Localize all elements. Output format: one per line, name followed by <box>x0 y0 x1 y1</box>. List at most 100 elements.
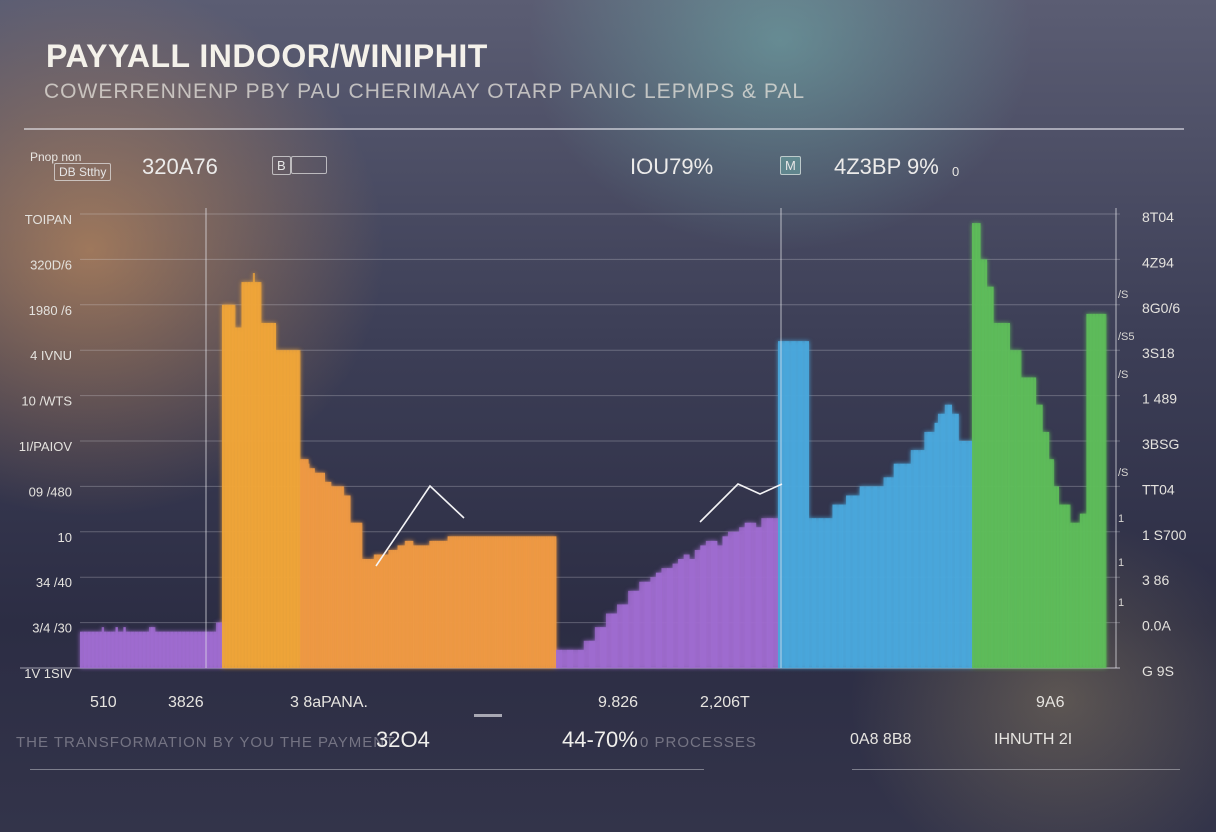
bar <box>89 631 93 668</box>
bar <box>1101 313 1104 668</box>
bar <box>350 522 352 668</box>
y-tick-label-right: 0.0A <box>1142 618 1171 634</box>
bar <box>893 463 898 668</box>
bar <box>519 536 521 668</box>
bar <box>202 631 205 668</box>
bar <box>941 413 946 668</box>
bar <box>170 631 174 668</box>
bar <box>382 554 385 668</box>
bar <box>917 450 922 668</box>
bar <box>395 549 397 668</box>
y-tick-label-right: 3 86 <box>1142 572 1169 588</box>
bar <box>348 495 350 668</box>
bar <box>492 536 494 668</box>
bar <box>1058 504 1061 668</box>
bar <box>340 486 343 668</box>
y-axis-right-marker: /S <box>1118 289 1128 301</box>
bar <box>453 536 456 668</box>
bar <box>683 554 690 668</box>
bar <box>515 536 518 668</box>
bar <box>378 554 380 668</box>
bar <box>300 459 302 668</box>
bar <box>87 631 91 668</box>
bar <box>678 559 685 668</box>
bar <box>822 518 827 668</box>
bar <box>379 554 381 668</box>
stat-left-badge-empty <box>291 156 327 174</box>
bar <box>829 518 833 668</box>
bar <box>431 540 433 668</box>
bar <box>1045 431 1048 668</box>
bar <box>137 631 140 668</box>
bar <box>766 518 773 668</box>
bar <box>986 286 989 668</box>
bar <box>93 631 97 668</box>
bar <box>488 536 490 668</box>
bar <box>310 468 312 668</box>
bar <box>341 486 344 668</box>
bar <box>462 536 464 668</box>
bar <box>739 527 746 668</box>
bar <box>525 536 527 668</box>
chart-vertical-guides <box>205 208 1117 668</box>
trend-line <box>699 483 783 523</box>
bar <box>377 554 379 668</box>
bar <box>446 540 448 668</box>
bar <box>1074 522 1077 668</box>
bar <box>363 559 366 668</box>
bar <box>815 518 820 668</box>
bar <box>1084 513 1087 668</box>
bar <box>315 472 317 668</box>
bar <box>407 540 409 668</box>
bar <box>328 481 330 668</box>
bar <box>151 627 154 668</box>
bar <box>791 341 796 668</box>
bar <box>1001 322 1004 668</box>
bar <box>327 481 329 668</box>
bar <box>1099 313 1102 668</box>
bar <box>434 540 437 668</box>
bar <box>80 631 83 668</box>
bar <box>433 540 436 668</box>
y-tick-label-right: 8T04 <box>1142 209 1174 225</box>
bar <box>490 536 492 668</box>
bar <box>542 536 544 668</box>
bar <box>907 463 912 668</box>
bar <box>265 322 268 668</box>
bar <box>546 536 549 668</box>
bar <box>849 495 854 668</box>
bar <box>504 536 506 668</box>
bar <box>408 540 410 668</box>
bar <box>301 459 304 668</box>
bar <box>1086 313 1089 668</box>
bar <box>244 282 247 668</box>
bar <box>445 540 448 668</box>
bar <box>389 549 391 668</box>
y-tick-label-left: 10 /WTS <box>21 394 72 409</box>
bar <box>305 459 307 668</box>
bar <box>143 631 146 668</box>
bar <box>182 631 185 668</box>
bar <box>983 259 986 668</box>
bar <box>375 554 377 668</box>
y-tick-label-left: 3/4 /30 <box>32 621 72 636</box>
bar <box>178 631 181 668</box>
bar <box>99 631 103 668</box>
bar <box>1039 404 1042 668</box>
bar <box>409 540 411 668</box>
bar <box>578 649 585 668</box>
bar <box>433 540 435 668</box>
bar <box>326 481 328 668</box>
chart-trend-lines <box>375 483 783 567</box>
bar <box>481 536 483 668</box>
bar <box>784 341 789 668</box>
bar <box>485 536 488 668</box>
bar <box>805 341 810 668</box>
bar <box>230 304 233 668</box>
bar <box>228 304 231 668</box>
bar <box>876 486 881 668</box>
bar <box>308 463 310 668</box>
y-axis-right-markers: /S/S5/S/S 1 1 1 <box>1118 289 1135 609</box>
bar <box>352 522 355 668</box>
bar <box>164 631 168 668</box>
